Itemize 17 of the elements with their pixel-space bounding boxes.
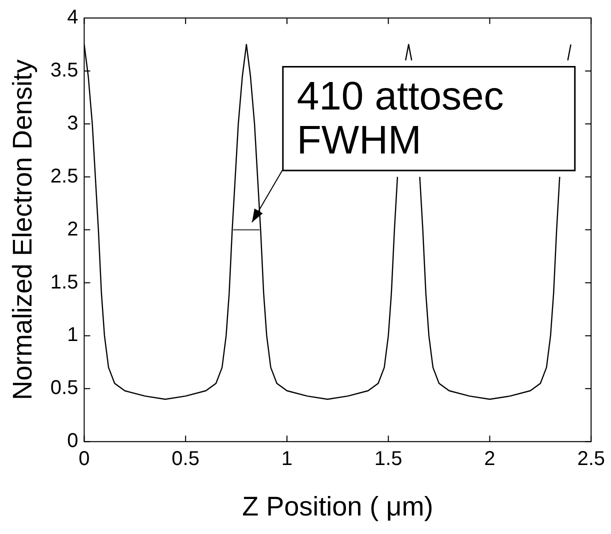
y-tick-label: 0 xyxy=(67,430,78,452)
x-tick-label: 2 xyxy=(484,448,496,470)
x-tick-label: 2.5 xyxy=(577,448,606,470)
x-tick-label: 1 xyxy=(281,448,293,470)
y-axis-title: Normalized Electron Density xyxy=(8,58,38,400)
y-tick-label: 4 xyxy=(67,6,78,29)
annotation: 410 attosec FWHM xyxy=(296,74,504,163)
y-tick-label: 1 xyxy=(67,324,78,346)
y-tick-label: 2.5 xyxy=(50,165,78,188)
y-tick-label: 0.5 xyxy=(50,377,78,400)
y-tick-label: 3 xyxy=(67,112,78,134)
x-tick-label: 1.5 xyxy=(374,448,402,470)
y-tick-label: 1.5 xyxy=(50,271,78,294)
x-tick-label: 0.5 xyxy=(172,448,200,470)
x-axis-title: Z Position ( μm) xyxy=(242,491,434,522)
y-tick-label: 2 xyxy=(67,218,78,240)
y-tick-label: 3.5 xyxy=(50,59,78,82)
